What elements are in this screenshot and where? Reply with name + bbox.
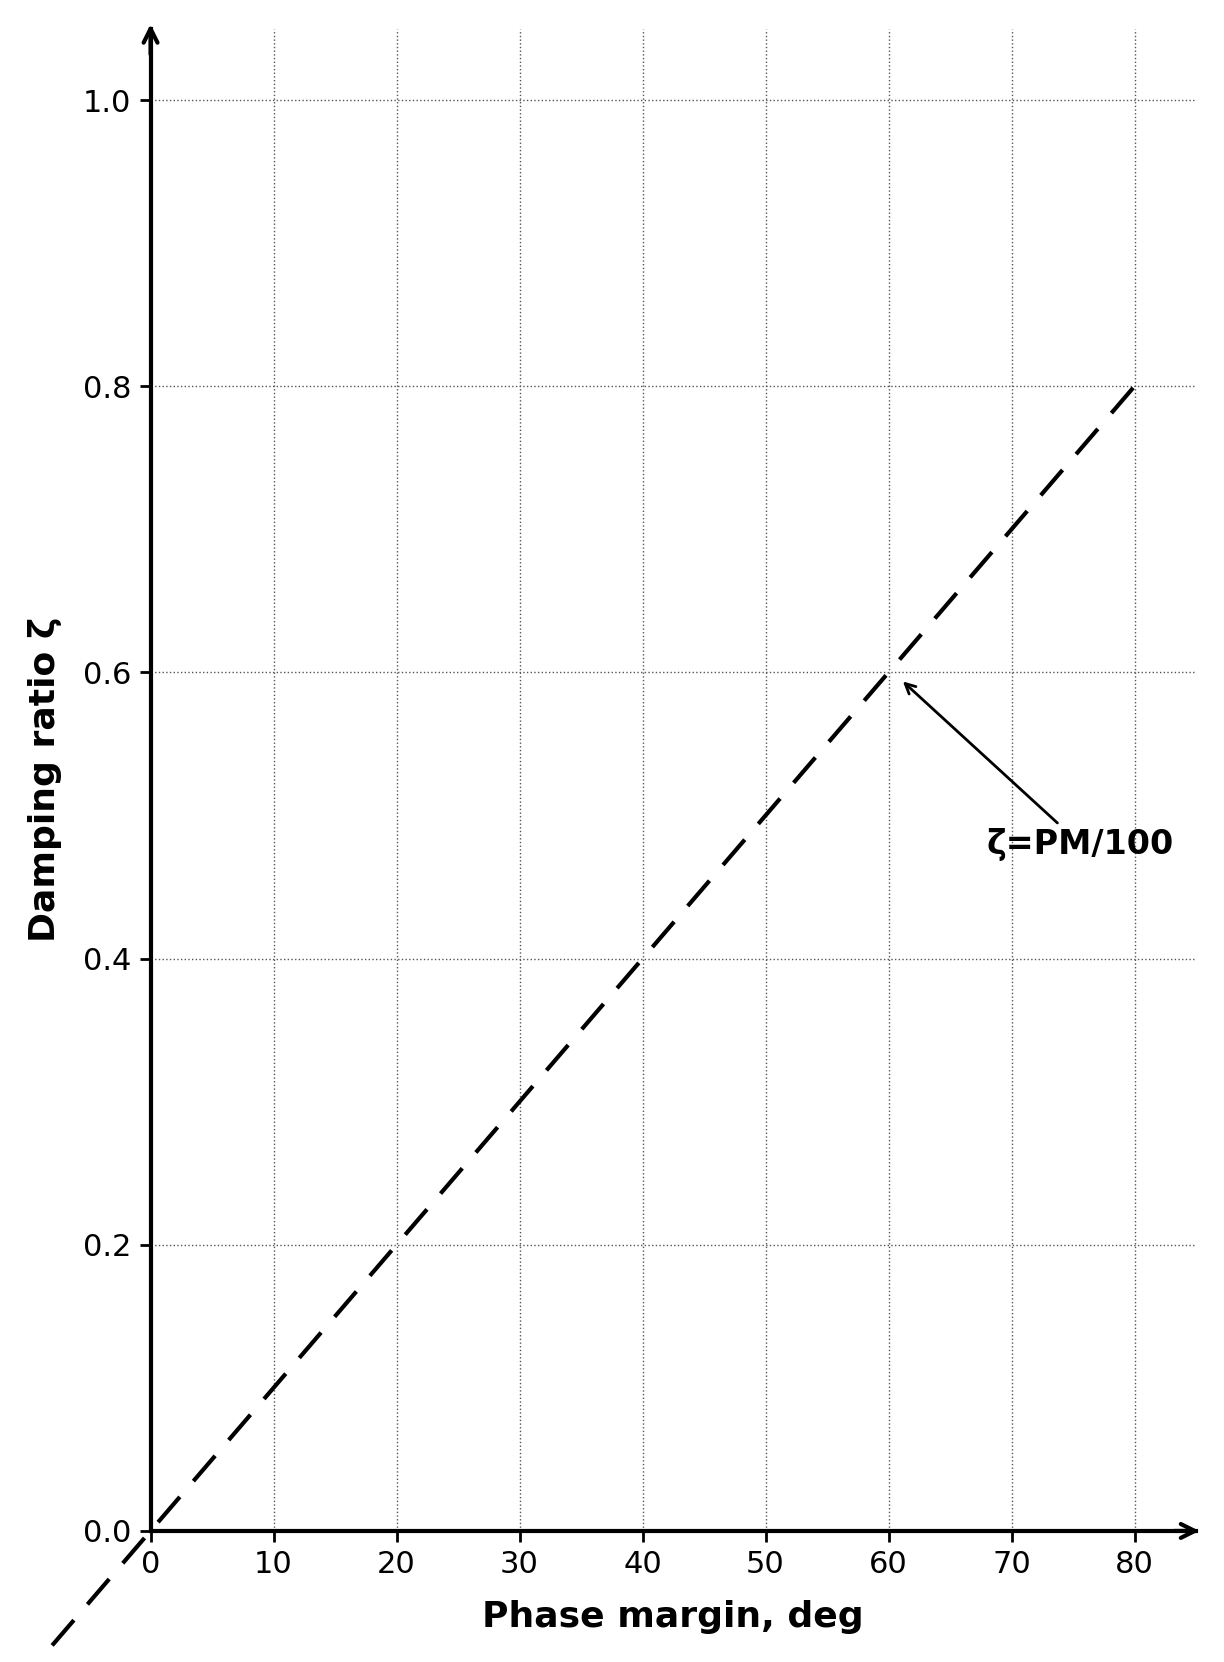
- Text: ζ=PM/100: ζ=PM/100: [906, 683, 1174, 861]
- X-axis label: Phase margin, deg: Phase margin, deg: [482, 1601, 864, 1634]
- Y-axis label: Damping ratio ζ: Damping ratio ζ: [28, 617, 61, 942]
